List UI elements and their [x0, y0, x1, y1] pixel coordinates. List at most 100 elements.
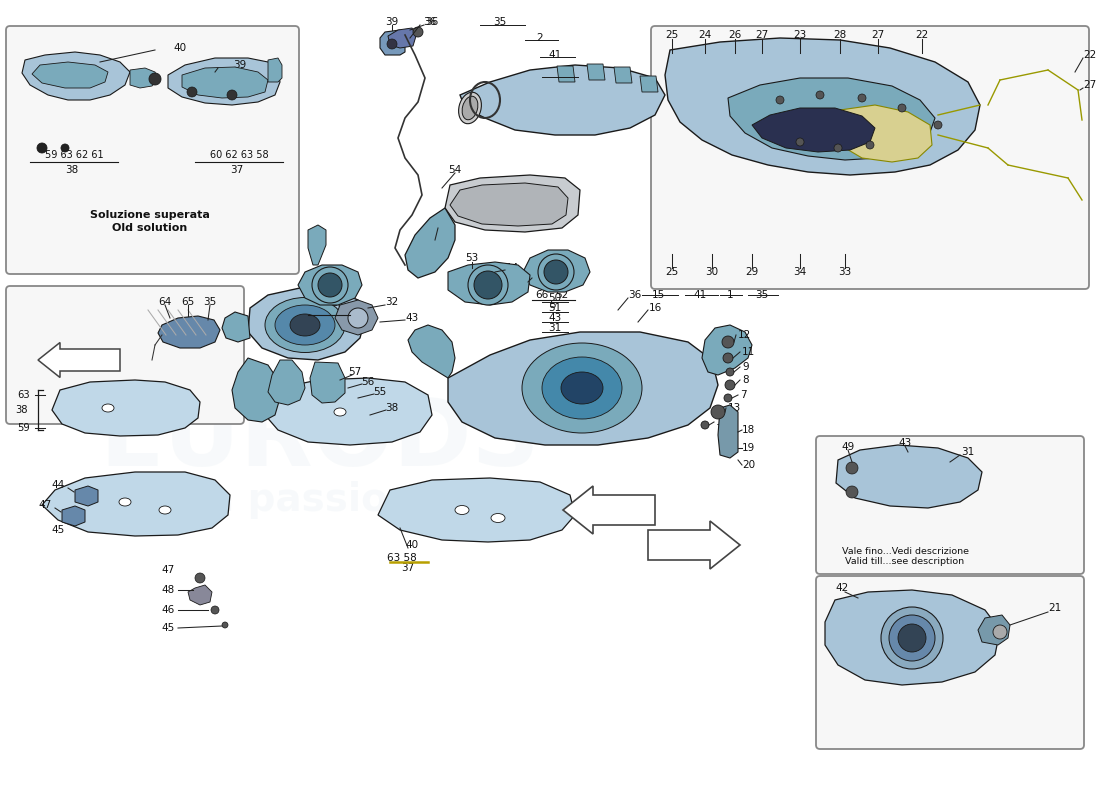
Text: 65: 65: [182, 297, 195, 307]
Ellipse shape: [119, 498, 131, 506]
Polygon shape: [248, 288, 365, 360]
FancyBboxPatch shape: [6, 26, 299, 274]
Text: 45: 45: [52, 525, 65, 535]
Ellipse shape: [160, 506, 170, 514]
Polygon shape: [265, 378, 432, 445]
Polygon shape: [448, 332, 718, 445]
Text: 22: 22: [1084, 50, 1097, 60]
Text: 15: 15: [551, 70, 564, 80]
Polygon shape: [62, 506, 85, 526]
Circle shape: [222, 622, 228, 628]
Polygon shape: [52, 380, 200, 436]
Text: 1: 1: [727, 290, 734, 300]
Circle shape: [468, 265, 508, 305]
Text: 47: 47: [162, 565, 175, 575]
Text: 12: 12: [738, 330, 751, 340]
Text: 39: 39: [385, 17, 398, 27]
Text: 38: 38: [15, 405, 28, 415]
Text: 31: 31: [961, 447, 975, 457]
Circle shape: [348, 308, 369, 328]
Polygon shape: [718, 405, 738, 458]
FancyBboxPatch shape: [651, 26, 1089, 289]
Text: 32: 32: [385, 297, 398, 307]
Polygon shape: [702, 325, 752, 375]
Polygon shape: [448, 262, 530, 305]
Text: 64: 64: [158, 297, 172, 307]
Text: 63 58: 63 58: [387, 553, 417, 563]
Text: 7: 7: [740, 390, 747, 400]
Text: 21: 21: [1048, 603, 1062, 613]
Text: 66: 66: [536, 290, 549, 300]
Polygon shape: [405, 208, 455, 278]
Circle shape: [898, 104, 906, 112]
Polygon shape: [42, 472, 230, 536]
Text: 43: 43: [899, 438, 912, 448]
Text: 26: 26: [728, 30, 741, 40]
Text: 2: 2: [537, 33, 543, 43]
Text: 13: 13: [728, 403, 741, 413]
Polygon shape: [557, 66, 575, 82]
Text: 54: 54: [449, 165, 462, 175]
Circle shape: [701, 421, 710, 429]
Text: 59: 59: [18, 423, 30, 433]
Text: 34: 34: [793, 267, 806, 277]
Text: 28: 28: [834, 30, 847, 40]
Polygon shape: [378, 478, 575, 542]
Polygon shape: [336, 300, 378, 335]
Polygon shape: [75, 486, 98, 506]
Ellipse shape: [889, 615, 935, 661]
Circle shape: [195, 573, 205, 583]
Text: 29: 29: [746, 267, 759, 277]
Text: 39: 39: [233, 60, 246, 70]
Text: 35: 35: [494, 17, 507, 27]
Text: 43: 43: [406, 313, 419, 323]
Text: 22: 22: [915, 30, 928, 40]
Circle shape: [846, 486, 858, 498]
Text: 52: 52: [331, 305, 344, 315]
Ellipse shape: [265, 298, 345, 353]
Polygon shape: [22, 52, 130, 100]
Ellipse shape: [334, 408, 346, 416]
Text: 27: 27: [1084, 80, 1097, 90]
Polygon shape: [828, 105, 932, 162]
Polygon shape: [587, 64, 605, 80]
Circle shape: [37, 143, 47, 153]
Polygon shape: [522, 250, 590, 292]
Text: 53: 53: [465, 253, 478, 263]
Circle shape: [148, 73, 161, 85]
Ellipse shape: [491, 514, 505, 522]
Polygon shape: [308, 225, 326, 265]
Text: 33: 33: [838, 267, 851, 277]
FancyArrow shape: [648, 521, 740, 569]
Circle shape: [776, 96, 784, 104]
Text: 38: 38: [385, 403, 398, 413]
Polygon shape: [666, 38, 980, 175]
Text: 50: 50: [549, 293, 562, 303]
Ellipse shape: [290, 314, 320, 336]
Text: 23: 23: [793, 30, 806, 40]
Text: 35: 35: [204, 297, 217, 307]
Text: 37: 37: [402, 563, 415, 573]
Text: 41: 41: [549, 50, 562, 60]
Ellipse shape: [881, 607, 943, 669]
Text: 25: 25: [666, 267, 679, 277]
Text: 19: 19: [742, 443, 756, 453]
Polygon shape: [446, 175, 580, 232]
Ellipse shape: [455, 506, 469, 514]
Text: 9: 9: [742, 362, 749, 372]
Polygon shape: [182, 67, 268, 98]
FancyBboxPatch shape: [816, 436, 1084, 574]
Text: 51: 51: [549, 303, 562, 313]
Text: 45: 45: [162, 623, 175, 633]
Circle shape: [538, 254, 574, 290]
Circle shape: [846, 462, 858, 474]
Polygon shape: [460, 65, 666, 135]
Circle shape: [412, 27, 424, 37]
Text: 38: 38: [65, 165, 78, 175]
Text: 57: 57: [349, 367, 362, 377]
Circle shape: [866, 141, 874, 149]
Circle shape: [187, 87, 197, 97]
Circle shape: [993, 625, 1007, 639]
Ellipse shape: [522, 343, 642, 433]
Text: 36: 36: [426, 17, 439, 27]
